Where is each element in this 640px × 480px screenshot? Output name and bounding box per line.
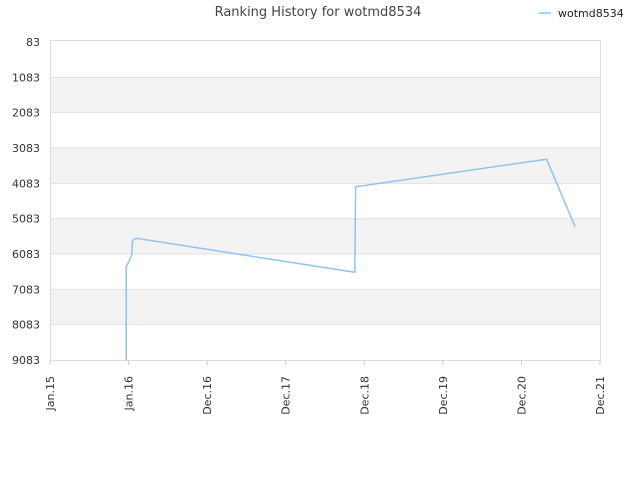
x-tick-label: Dec.20 [515, 376, 528, 415]
series-line [125, 158, 576, 361]
x-tick-label: Dec.16 [201, 376, 214, 415]
grid-band [50, 183, 600, 219]
x-tick-label: Jan.16 [123, 376, 136, 411]
x-tick-label: Dec.17 [280, 376, 293, 415]
grid-band [50, 42, 600, 78]
grid-band [50, 289, 600, 325]
grid-band [50, 112, 600, 148]
legend-label: wotmd8534 [558, 7, 624, 20]
chart-title: Ranking History for wotmd8534 [215, 5, 422, 20]
y-tick-label: 2083 [12, 107, 40, 120]
y-tick-label: 8083 [12, 319, 40, 332]
y-tick-label: 1083 [12, 71, 40, 84]
x-tick-label: Dec.18 [358, 376, 371, 415]
x-tick-label: Jan.15 [44, 376, 57, 411]
y-tick-label: 5083 [12, 213, 40, 226]
grid-band [50, 218, 600, 254]
series-layer [125, 158, 576, 361]
plot-area [50, 40, 601, 361]
grid-band [50, 148, 600, 184]
y-tick-label: 83 [26, 36, 40, 49]
legend: wotmd8534 [539, 7, 624, 20]
grid-bands [50, 42, 600, 360]
y-tick-label: 7083 [12, 283, 40, 296]
grid-band [50, 77, 600, 113]
y-axis: 83 1083 2083 3083 4083 5083 6083 7083 8083 9083 [12, 36, 40, 367]
grid-band [50, 254, 600, 290]
y-tick-label: 6083 [12, 248, 40, 261]
grid-band [50, 324, 600, 360]
y-tick-label: 4083 [12, 177, 40, 190]
y-tick-label: 9083 [12, 354, 40, 367]
x-axis: Jan.15 Jan.16 Dec.16 Dec.17 Dec.18 Dec.19 Dec.… [44, 360, 607, 415]
y-tick-label: 3083 [12, 142, 40, 155]
x-tick-label: Dec.21 [594, 376, 607, 415]
x-tick-label: Dec.19 [437, 376, 450, 415]
